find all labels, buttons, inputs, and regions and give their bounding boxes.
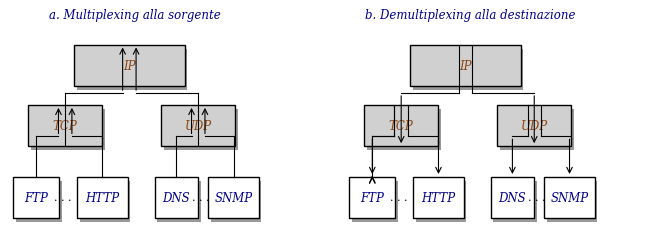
Bar	[16, 181, 62, 222]
Bar	[352, 181, 398, 222]
Bar	[500, 110, 574, 151]
Bar	[410, 45, 521, 86]
Text: UDP: UDP	[185, 119, 212, 133]
Bar	[367, 110, 441, 151]
Text: . . .: . . .	[390, 192, 407, 202]
Bar	[413, 49, 523, 90]
Text: TCP: TCP	[389, 119, 413, 133]
Text: FTP: FTP	[24, 191, 48, 204]
Bar	[28, 106, 102, 146]
Bar	[413, 177, 464, 218]
Bar	[547, 181, 597, 222]
Bar	[74, 45, 185, 86]
Text: SNMP: SNMP	[214, 191, 253, 204]
Bar	[364, 106, 438, 146]
Bar	[161, 106, 235, 146]
Text: HTTP: HTTP	[421, 191, 456, 204]
Bar	[31, 110, 105, 151]
Bar	[497, 106, 571, 146]
Text: . . .: . . .	[54, 192, 71, 202]
Text: b. Demultiplexing alla destinazione: b. Demultiplexing alla destinazione	[365, 9, 576, 22]
Text: DNS: DNS	[163, 191, 190, 204]
Bar	[208, 177, 259, 218]
Text: SNMP: SNMP	[550, 191, 589, 204]
Bar	[416, 181, 466, 222]
Text: UDP: UDP	[521, 119, 548, 133]
Text: . . .: . . .	[192, 192, 209, 202]
Bar	[493, 181, 537, 222]
Bar	[157, 181, 201, 222]
Bar	[13, 177, 59, 218]
Bar	[211, 181, 261, 222]
Bar	[164, 110, 238, 151]
Text: . . .: . . .	[528, 192, 545, 202]
Bar	[544, 177, 595, 218]
Text: IP: IP	[123, 59, 136, 72]
Bar	[80, 181, 130, 222]
Bar	[77, 49, 187, 90]
Bar	[155, 177, 198, 218]
Text: FTP: FTP	[360, 191, 384, 204]
Text: HTTP: HTTP	[85, 191, 120, 204]
Text: IP: IP	[459, 59, 472, 72]
Text: DNS: DNS	[499, 191, 526, 204]
Text: a. Multiplexing alla sorgente: a. Multiplexing alla sorgente	[48, 9, 220, 22]
Bar	[349, 177, 395, 218]
Bar	[77, 177, 128, 218]
Text: TCP: TCP	[53, 119, 77, 133]
Bar	[491, 177, 534, 218]
